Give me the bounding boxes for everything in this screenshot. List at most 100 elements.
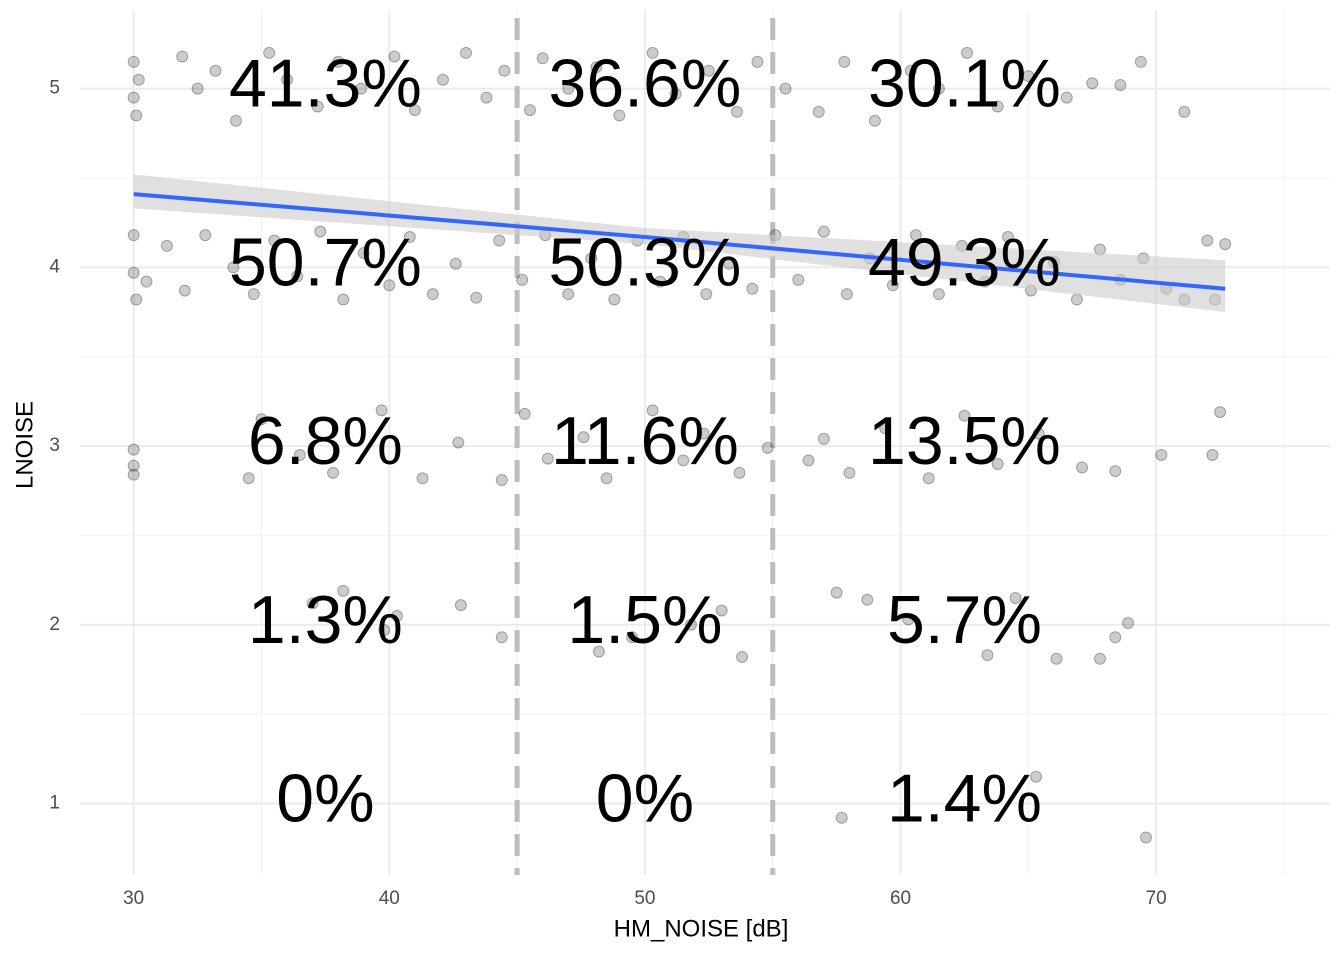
- point: [1122, 617, 1135, 630]
- point: [449, 257, 462, 270]
- point: [761, 441, 774, 454]
- point: [127, 468, 140, 481]
- point: [861, 593, 874, 606]
- x-tick-label: 30: [123, 888, 144, 909]
- point: [730, 105, 743, 118]
- point: [991, 457, 1004, 470]
- annotation: 50.3%: [549, 224, 742, 300]
- point: [130, 293, 143, 306]
- x-tick-label: 40: [379, 888, 400, 909]
- fit-line: [133, 192, 1226, 291]
- point: [868, 114, 881, 127]
- point: [1093, 652, 1106, 665]
- annotation: 50.7%: [229, 224, 422, 300]
- point: [1032, 427, 1045, 440]
- point: [255, 413, 268, 426]
- point: [577, 431, 590, 444]
- point: [830, 586, 843, 599]
- point: [130, 109, 143, 122]
- annotation: 41.3%: [229, 46, 422, 122]
- point: [626, 631, 639, 644]
- point: [932, 288, 945, 301]
- point: [958, 409, 971, 422]
- y-tick-label: 3: [49, 435, 60, 456]
- point: [480, 91, 493, 104]
- point: [922, 472, 935, 485]
- point: [981, 649, 994, 662]
- point: [600, 472, 613, 485]
- point: [585, 252, 598, 265]
- point: [498, 64, 511, 77]
- point: [817, 225, 830, 238]
- point: [247, 288, 260, 301]
- point: [199, 229, 212, 242]
- point: [932, 82, 945, 95]
- point: [1086, 77, 1099, 90]
- y-tick-label: 1: [49, 793, 60, 814]
- point: [311, 100, 324, 113]
- annotation: 5.7%: [887, 582, 1042, 658]
- annotation: 0%: [596, 760, 694, 836]
- point: [654, 275, 667, 288]
- point: [812, 105, 825, 118]
- confidence-band: [133, 174, 1226, 313]
- point: [902, 613, 915, 626]
- point: [723, 257, 736, 270]
- annotation: 0%: [276, 760, 374, 836]
- point: [886, 279, 899, 292]
- point: [127, 266, 140, 279]
- y-tick-label: 2: [49, 614, 60, 635]
- point: [160, 239, 173, 252]
- point: [1214, 406, 1227, 419]
- point: [669, 87, 682, 100]
- point: [562, 288, 575, 301]
- point: [562, 82, 575, 95]
- point: [1109, 631, 1122, 644]
- point: [454, 599, 467, 612]
- point: [263, 46, 276, 59]
- point: [590, 61, 603, 74]
- x-axis-title: HM_NOISE [dB]: [614, 915, 789, 942]
- point: [608, 293, 621, 306]
- point: [242, 472, 255, 485]
- point: [127, 443, 140, 456]
- point: [835, 811, 848, 824]
- annotation: 6.8%: [248, 403, 403, 479]
- point: [268, 234, 281, 247]
- annotation: 1.4%: [887, 760, 1042, 836]
- point: [736, 650, 749, 663]
- point: [1030, 770, 1043, 783]
- point: [838, 55, 851, 68]
- point: [961, 46, 974, 59]
- point: [1109, 465, 1122, 478]
- point: [388, 50, 401, 63]
- point: [1060, 91, 1073, 104]
- annotation: 36.6%: [549, 46, 742, 122]
- point: [314, 225, 327, 238]
- point: [191, 82, 204, 95]
- point: [523, 104, 536, 117]
- point: [991, 100, 1004, 113]
- point: [127, 229, 140, 242]
- point: [375, 404, 388, 417]
- point: [751, 55, 764, 68]
- point: [697, 427, 710, 440]
- point: [1001, 230, 1014, 243]
- point: [909, 229, 922, 242]
- point: [178, 284, 191, 297]
- point: [1206, 449, 1219, 462]
- point: [541, 452, 554, 465]
- y-tick-label: 5: [49, 78, 60, 99]
- annotation: 30.1%: [868, 46, 1061, 122]
- point: [613, 109, 626, 122]
- point: [426, 288, 439, 301]
- point: [1076, 461, 1089, 474]
- point: [209, 64, 222, 77]
- point: [702, 64, 715, 77]
- point: [1009, 591, 1022, 604]
- point: [495, 631, 508, 644]
- point: [127, 55, 140, 68]
- point: [684, 618, 697, 631]
- point: [383, 279, 396, 292]
- point: [516, 273, 529, 286]
